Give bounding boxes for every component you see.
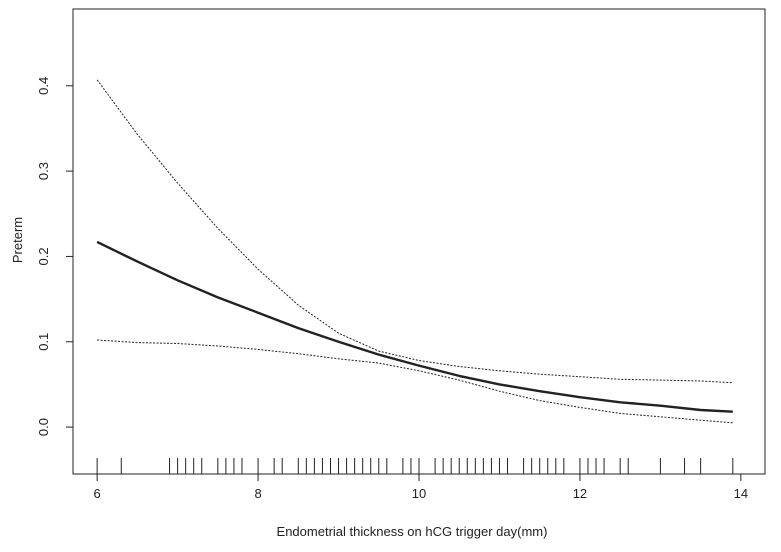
y-tick-label: 0.2	[36, 247, 51, 265]
rug-layer	[96, 458, 734, 474]
y-axis: 0.0 0.1 0.2 0.3 0.4	[36, 77, 73, 436]
series-line-estimate	[96, 240, 733, 413]
series-layer	[96, 79, 733, 424]
x-tick-label: 12	[573, 486, 587, 501]
y-tick-label: 0.3	[36, 162, 51, 180]
x-tick-label: 6	[94, 486, 101, 501]
x-tick-label: 8	[254, 486, 261, 501]
series-line-upper	[96, 79, 733, 384]
x-tick-label: 10	[412, 486, 426, 501]
plot-frame	[72, 8, 766, 475]
x-axis: 6 8 10 12 14	[94, 474, 748, 501]
x-axis-title: Endometrial thickness on hCG trigger day…	[277, 524, 548, 539]
x-tick-label: 14	[734, 486, 748, 501]
y-tick-label: 0.1	[36, 333, 51, 351]
y-tick-label: 0.4	[36, 77, 51, 95]
series-line-lower	[97, 339, 733, 424]
y-axis-title: Preterm	[10, 217, 25, 263]
y-tick-label: 0.0	[36, 418, 51, 436]
